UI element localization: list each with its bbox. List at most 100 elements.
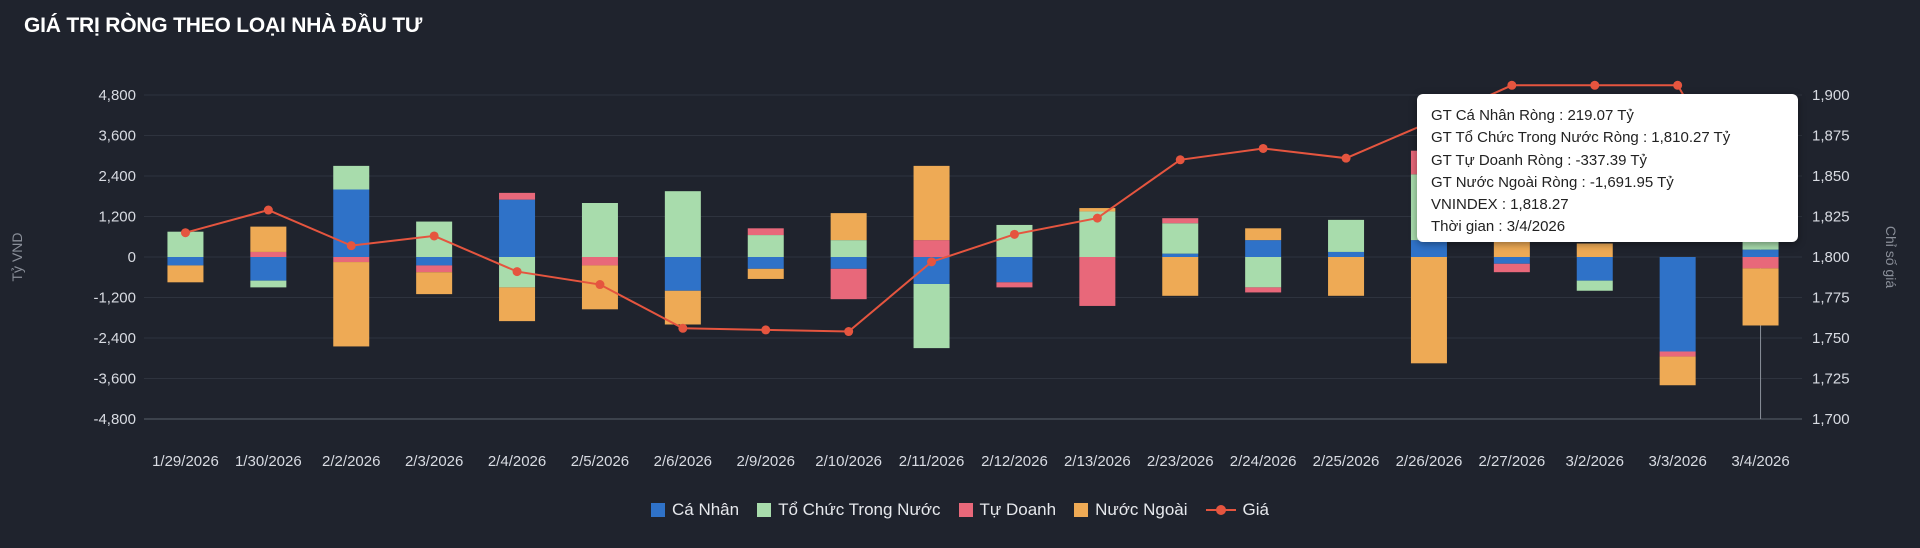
price-line — [185, 84, 1762, 333]
legend-ca-nhan[interactable]: Cá Nhân — [650, 500, 740, 520]
bar-cá-nhân — [250, 257, 287, 281]
y2-tick-label: 1,850 — [1812, 168, 1850, 185]
legend-label-gia: Giá — [1242, 500, 1270, 519]
y-tick-label: -1,200 — [93, 290, 136, 307]
bar-nước-ngoài — [1493, 240, 1530, 257]
bar-nước-ngoài — [1245, 228, 1282, 241]
y-tick-label: -4,800 — [93, 411, 136, 428]
bar-nước-ngoài — [333, 262, 370, 347]
bar-nước-ngoài — [1576, 243, 1613, 257]
bar-tự-doanh — [499, 192, 536, 200]
y2-tick-label: 1,775 — [1812, 290, 1850, 307]
price-point — [263, 205, 273, 215]
y2-tick-label: 1,700 — [1812, 411, 1850, 428]
tooltip-line-tu-doanh: GT Tự Doanh Ròng : -337.39 Tỷ — [1431, 151, 1647, 169]
bar-tự-doanh — [830, 268, 867, 300]
legend-gia[interactable]: Giá — [1205, 500, 1270, 520]
legend-nuoc-ngoai[interactable]: Nước Ngoài — [1074, 500, 1188, 520]
y2-tick-label: 1,750 — [1812, 330, 1850, 347]
legend-swatch-tu-doanh — [958, 503, 973, 517]
legend-swatch-to-chuc — [757, 503, 772, 517]
tooltip-line-time: Thời gian : 3/4/2026 — [1431, 218, 1566, 236]
price-point — [1009, 229, 1019, 239]
price-point — [844, 327, 854, 337]
x-tick-label: 2/26/2026 — [1396, 453, 1463, 470]
y2-tick-label: 1,725 — [1812, 371, 1850, 388]
legend-to-chuc[interactable]: Tổ Chức Trong Nước — [757, 500, 941, 520]
bar-nước-ngoài — [499, 287, 536, 322]
x-tick-label: 2/23/2026 — [1147, 453, 1214, 470]
bar-tự-doanh — [1493, 263, 1530, 273]
price-point — [512, 267, 522, 277]
bar-cá-nhân — [1742, 249, 1779, 257]
x-tick-label: 2/9/2026 — [737, 453, 795, 470]
bar-tổ-chức-trong-nước — [1245, 257, 1282, 288]
x-tick-label: 2/5/2026 — [571, 453, 629, 470]
bar-tự-doanh — [996, 282, 1033, 288]
legend-swatch-ca-nhan — [650, 503, 665, 517]
bar-tự-doanh — [1079, 257, 1116, 306]
tooltip-line-to-chuc: GT Tổ Chức Trong Nước Ròng : 1,810.27 Tỷ — [1431, 129, 1731, 147]
bar-tự-doanh — [250, 251, 287, 257]
bar-tổ-chức-trong-nước — [250, 280, 287, 288]
price-point — [1092, 213, 1102, 223]
x-tick-label: 2/6/2026 — [654, 453, 712, 470]
bar-tổ-chức-trong-nước — [1328, 219, 1365, 252]
chart-tooltip: GT Cá Nhân Ròng : 219.07 Tỷ GT Tổ Chức T… — [1417, 94, 1798, 242]
x-tick-label: 2/3/2026 — [405, 453, 463, 470]
bar-cá-nhân — [830, 257, 867, 269]
tooltip-line-nuoc-ngoai: GT Nước Ngoài Ròng : -1,691.95 Tỷ — [1431, 173, 1674, 191]
legend-label-tu-doanh: Tự Doanh — [979, 500, 1057, 519]
bar-nước-ngoài — [664, 290, 701, 325]
bar-tự-doanh — [416, 265, 453, 273]
y-tick-label: 3,600 — [98, 128, 136, 145]
y-tick-label: -3,600 — [93, 371, 136, 388]
bar-cá-nhân — [1576, 257, 1613, 281]
y2-axis-title: Chỉ số giá — [1883, 226, 1899, 288]
legend-label-nuoc-ngoai: Nước Ngoài — [1095, 500, 1188, 519]
bar-nước-ngoài — [830, 213, 867, 241]
bar-tự-doanh — [1742, 257, 1779, 269]
price-point — [1258, 143, 1268, 153]
bar-tổ-chức-trong-nước — [581, 203, 618, 257]
legend-label-to-chuc: Tổ Chức Trong Nước — [778, 500, 941, 519]
price-point — [927, 257, 937, 267]
bar-tổ-chức-trong-nước — [747, 235, 784, 257]
y-tick-label: 0 — [128, 249, 136, 266]
bar-cá-nhân — [996, 257, 1033, 283]
bar-nước-ngoài — [1162, 257, 1199, 296]
bar-tổ-chức-trong-nước — [333, 165, 370, 190]
bar-tự-doanh — [1659, 351, 1696, 357]
x-tick-label: 2/11/2026 — [899, 453, 965, 470]
bar-nước-ngoài — [1659, 356, 1696, 386]
legend-swatch-gia — [1205, 503, 1236, 517]
bar-tự-doanh — [913, 240, 950, 257]
price-point — [595, 280, 605, 290]
x-tick-label: 3/3/2026 — [1648, 453, 1706, 470]
bar-tổ-chức-trong-nước — [1162, 223, 1199, 254]
bar-cá-nhân — [1493, 257, 1530, 264]
bar-nước-ngoài — [250, 226, 287, 252]
bar-tự-doanh — [1245, 287, 1282, 293]
bar-nước-ngoài — [1328, 257, 1365, 296]
bar-tổ-chức-trong-nước — [830, 240, 867, 257]
y2-tick-label: 1,825 — [1812, 209, 1850, 226]
bar-tự-doanh — [333, 257, 370, 263]
x-tick-label: 2/10/2026 — [815, 453, 882, 470]
x-tick-label: 3/2/2026 — [1566, 453, 1624, 470]
legend-label-ca-nhan: Cá Nhân — [671, 500, 740, 519]
y-tick-label: -2,400 — [93, 330, 136, 347]
bar-nước-ngoài — [747, 268, 784, 279]
price-point — [1507, 80, 1517, 90]
bar-cá-nhân — [416, 257, 453, 266]
bar-cá-nhân — [1328, 251, 1365, 257]
bar-tự-doanh — [581, 257, 618, 266]
x-tick-label: 1/29/2026 — [152, 453, 219, 470]
x-tick-label: 2/13/2026 — [1064, 453, 1131, 470]
legend-tu-doanh[interactable]: Tự Doanh — [958, 500, 1057, 520]
bar-cá-nhân — [499, 199, 536, 257]
x-tick-label: 2/25/2026 — [1313, 453, 1380, 470]
price-point — [346, 241, 356, 251]
x-tick-label: 1/30/2026 — [235, 453, 302, 470]
